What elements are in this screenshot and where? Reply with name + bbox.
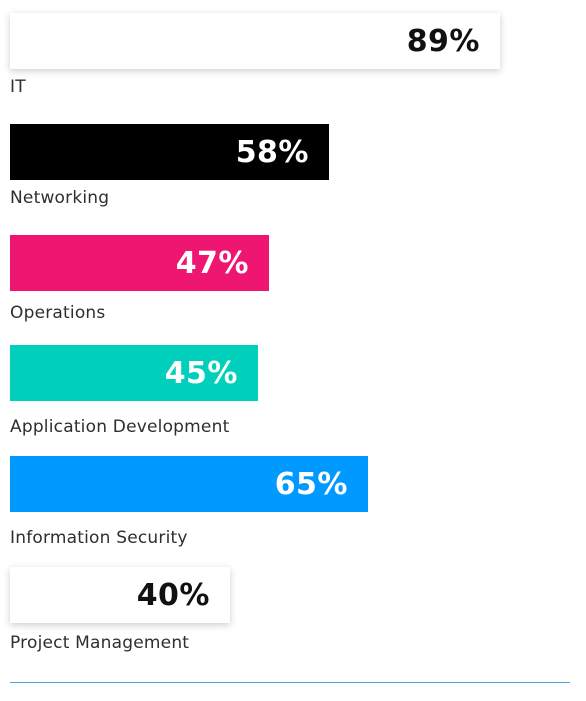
category-label: IT	[10, 77, 26, 97]
bar: 47%	[10, 235, 269, 291]
bar: 40%	[10, 567, 230, 623]
bar: 58%	[10, 124, 329, 180]
category-label: Project Management	[10, 633, 190, 653]
category-label: Information Security	[10, 528, 188, 548]
bar: 65%	[10, 456, 368, 512]
bar: 89%	[10, 13, 500, 69]
category-label: Operations	[10, 303, 106, 323]
bar-value-label: 89%	[406, 23, 480, 59]
bar-value-label: 58%	[235, 134, 309, 170]
bottom-divider	[10, 682, 570, 683]
bar-value-label: 45%	[164, 355, 238, 391]
bar-value-label: 65%	[274, 466, 348, 502]
bar-value-label: 47%	[175, 245, 249, 281]
category-label: Networking	[10, 188, 110, 208]
bar: 45%	[10, 345, 258, 401]
bar-value-label: 40%	[136, 577, 210, 613]
category-label: Application Development	[10, 417, 230, 437]
